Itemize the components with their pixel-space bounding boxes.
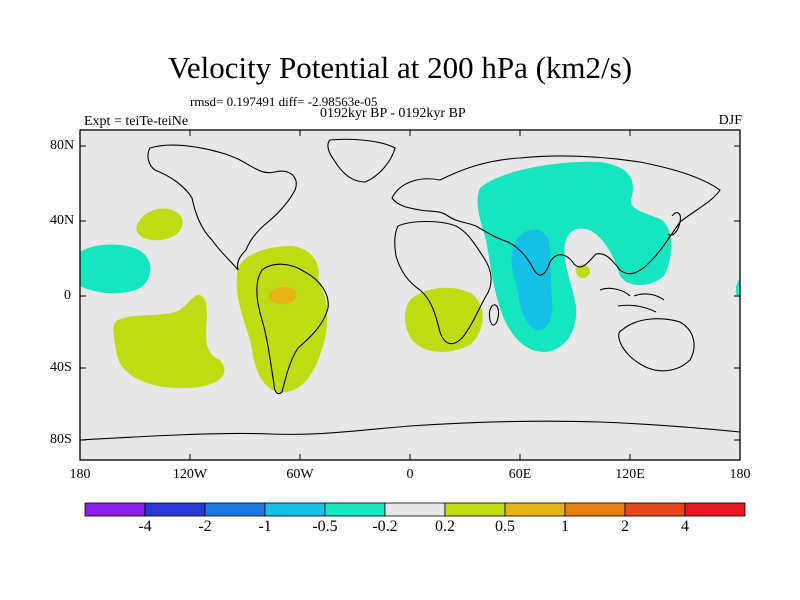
contour-bay-of-bengal <box>575 264 590 279</box>
lon-label-60e: 60E <box>508 467 532 482</box>
colorbar-swatch <box>684 502 746 517</box>
contour-southern-africa <box>404 287 483 352</box>
coast-australia <box>618 318 695 372</box>
colorbar-swatch <box>144 502 206 517</box>
coast-antarctica <box>79 420 741 441</box>
colorbar <box>84 502 746 517</box>
coast-maritime <box>599 287 665 313</box>
lon-label-0: 0 <box>406 467 414 482</box>
colorbar-label: -2 <box>198 518 212 535</box>
colorbar-swatch <box>204 502 266 517</box>
colorbar-swatch <box>624 502 686 517</box>
colorbar-swatch <box>84 502 146 517</box>
lon-label-60w: 60W <box>286 467 314 482</box>
coast-north-america <box>147 144 297 271</box>
colorbar-swatch <box>444 502 506 517</box>
colorbar-swatch <box>504 502 566 517</box>
contour-north-pacific <box>136 208 183 241</box>
contour-amazon <box>268 286 297 305</box>
coast-greenland <box>327 138 396 183</box>
coastlines <box>79 138 741 441</box>
contour-fills <box>80 161 740 393</box>
colorbar-label: -1 <box>258 518 272 535</box>
colorbar-label: 0.5 <box>495 518 515 535</box>
map-background <box>80 130 740 460</box>
lon-label-180w: 180 <box>69 467 91 482</box>
colorbar-label: -4 <box>138 518 152 535</box>
colorbar-label: 2 <box>621 518 629 535</box>
period-subtitle: 0192kyr BP - 0192kyr BP <box>320 106 466 121</box>
colorbar-swatch <box>384 502 446 517</box>
lon-label-120w: 120W <box>172 467 208 482</box>
colorbar-label: 1 <box>561 518 569 535</box>
coast-africa <box>394 220 492 345</box>
contour-south-pacific <box>113 294 225 389</box>
coast-madagascar <box>488 304 500 326</box>
contour-east-pacific <box>80 244 151 294</box>
lat-label-40s: 40S <box>50 360 72 375</box>
lon-label-180e: 180 <box>729 467 751 482</box>
lon-label-120e: 120E <box>615 467 645 482</box>
contour-arabian-core <box>511 229 553 330</box>
lat-label-80n: 80N <box>50 138 75 153</box>
colorbar-swatch <box>264 502 326 517</box>
coast-japan <box>667 212 681 236</box>
contour-dateline-edge <box>736 278 740 298</box>
lat-label-80s: 80S <box>50 432 72 447</box>
season-label: DJF <box>718 113 742 128</box>
lat-label-40n: 40N <box>50 213 75 228</box>
colorbar-swatch <box>564 502 626 517</box>
coast-south-america <box>256 263 329 395</box>
map-title: Velocity Potential at 200 hPa (km2/s) <box>167 50 633 85</box>
axis-ticks <box>80 130 740 460</box>
experiment-label: Expt = teiTe-teiNe <box>84 114 189 129</box>
coast-eurasia <box>391 155 721 276</box>
colorbar-label: 4 <box>681 518 689 535</box>
colorbar-label: -0.2 <box>372 518 398 535</box>
colorbar-label: -0.5 <box>312 518 338 535</box>
colorbar-label: 0.2 <box>435 518 455 535</box>
stats-subtitle: rmsd= 0.197491 diff= -2.98563e-05 <box>190 94 378 109</box>
colorbar-swatch <box>324 502 386 517</box>
lat-label-0: 0 <box>64 288 71 303</box>
contour-south-america <box>236 246 328 393</box>
